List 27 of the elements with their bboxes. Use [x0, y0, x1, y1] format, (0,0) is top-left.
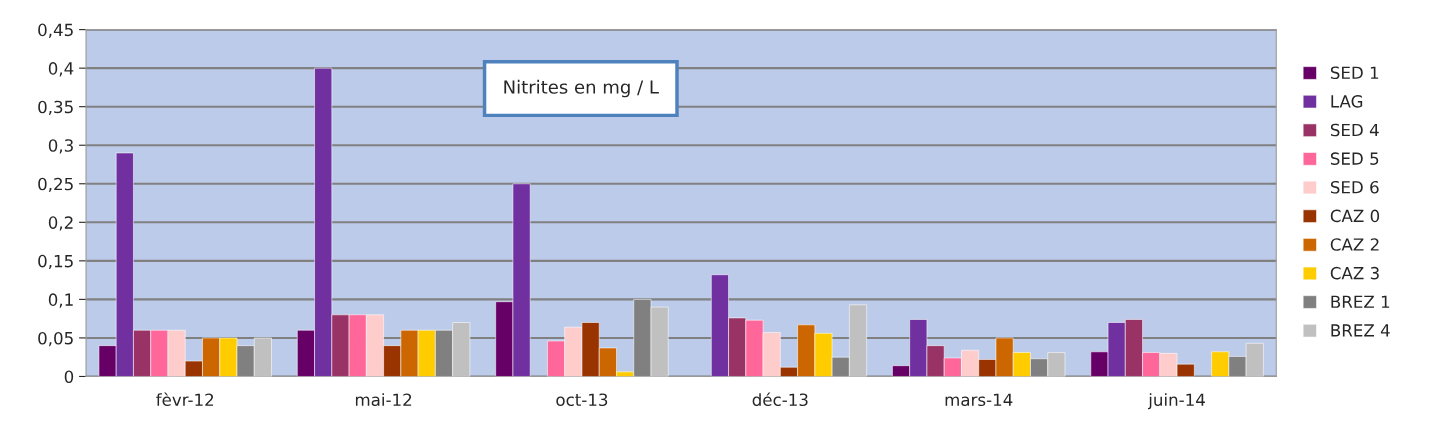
x-tick-label: oct-13 [556, 393, 608, 407]
legend-label: SED 1 [1330, 66, 1379, 80]
legend-label: SED 6 [1330, 180, 1379, 194]
x-tick-label: déc-13 [752, 392, 808, 407]
legend-label: SED 4 [1330, 123, 1379, 137]
text: Nitrites en mg / L [504, 79, 659, 98]
y-tick-label: 0,35 [38, 100, 73, 115]
x-tick-label: mars-14 [945, 393, 1013, 407]
x-tick-label: fèvr-12 [156, 392, 214, 407]
legend-label: CAZ 0 [1330, 209, 1380, 223]
legend-label: LAG [1331, 95, 1363, 108]
legend-label: CAZ 2 [1330, 238, 1379, 251]
x-tick-label: mai-12 [355, 393, 412, 407]
x-tick-label: juin-14 [1147, 393, 1205, 410]
legend-label: BREZ 1 [1331, 295, 1390, 308]
y-tick-label: 0,2 [48, 216, 73, 231]
y-tick-label: 0,1 [48, 293, 73, 308]
legend-label: BREZ 4 [1331, 324, 1390, 337]
y-tick-label: 0,15 [38, 254, 73, 270]
y-tick-label: 0,05 [38, 331, 73, 347]
y-tick-label: 0 [64, 370, 74, 384]
y-tick-label: 0,25 [38, 177, 73, 193]
y-tick-label: 0,45 [38, 23, 73, 38]
y-tick-label: 0,4 [48, 62, 74, 77]
legend-label: SED 5 [1330, 152, 1379, 165]
y-tick-label: 0,3 [48, 139, 73, 154]
legend-label: CAZ 3 [1330, 266, 1379, 280]
